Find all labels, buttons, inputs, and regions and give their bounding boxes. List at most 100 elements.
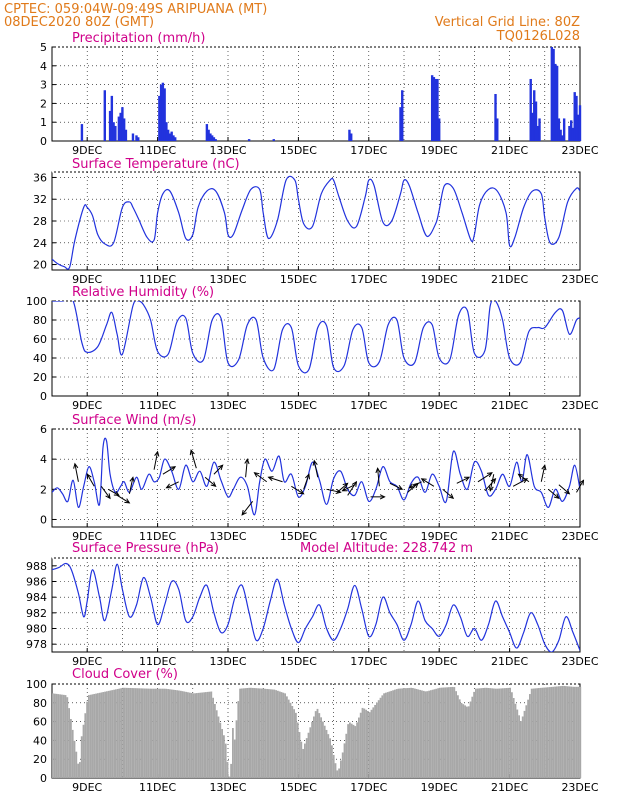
cloud-cover-xtick-label: 13DEC (209, 781, 246, 794)
cloud-bar (444, 687, 447, 778)
cloud-bar (55, 693, 58, 778)
wind-vector-head (129, 476, 135, 483)
cloud-cover-panel: 9DEC 11DEC 13DEC 15DEC 17DEC 19DEC 21DEC 23DEC 0… (26, 667, 599, 794)
cloud-bar (161, 688, 164, 778)
precip-bar (552, 48, 555, 141)
cloud-bar (95, 693, 97, 778)
temperature-xtick-label: 23DEC (561, 273, 598, 286)
cloud-bar (368, 712, 371, 778)
cloud-bar (284, 693, 286, 778)
temperature-ytick-label: 20 (33, 259, 47, 272)
cloud-bar (59, 694, 61, 778)
cloud-bar (214, 704, 216, 778)
cloud-bar (433, 689, 436, 778)
cloud-bar (370, 709, 373, 778)
humidity-ytick-label: 100 (26, 295, 47, 308)
precip-bar (438, 118, 441, 141)
precip-bar (165, 122, 168, 141)
cloud-bar (111, 690, 114, 778)
wind-vector-head (464, 476, 471, 482)
cloud-bar (91, 694, 94, 778)
cloud-bar (221, 729, 223, 778)
cloud-bar (109, 690, 112, 778)
cloud-bar (331, 745, 333, 778)
wind-vector (576, 480, 584, 493)
cloud-bar (322, 721, 324, 778)
humidity-xtick-label: 23DEC (561, 399, 598, 412)
wind-vector-head (113, 490, 120, 496)
header-grid-line: Vertical Grid Line: 80Z (435, 15, 580, 30)
cloud-bar (446, 687, 448, 778)
cloud-bar (273, 689, 276, 778)
precipitation-xtick-label: 23DEC (561, 144, 598, 157)
cloud-bar (302, 748, 304, 778)
cloud-bar (469, 701, 472, 778)
cloud-bar (115, 689, 117, 778)
wind-vector (204, 476, 216, 487)
cloud-bar (401, 688, 403, 778)
cloud-bar (68, 708, 70, 778)
cloud-bar (251, 687, 254, 778)
cloud-bar (478, 688, 481, 778)
cloud-bar (151, 688, 153, 778)
cloud-cover-ytick-label: 40 (33, 734, 47, 747)
cloud-bar (358, 717, 360, 778)
wind-vector-head (579, 479, 585, 486)
precipitation-ytick-label: 2 (40, 97, 47, 110)
panels: 9DEC 11DEC 13DEC 15DEC 17DEC 19DEC 21DEC 23DEC0… (26, 31, 599, 794)
wind-vector (547, 488, 560, 499)
pressure-xtick-label: 19DEC (421, 655, 458, 668)
cloud-bar (259, 688, 261, 778)
cloud-bar (228, 776, 231, 778)
precip-bar (570, 120, 573, 141)
cloud-bar (466, 706, 468, 778)
wind-vector (74, 463, 79, 482)
cloud-bar (482, 688, 484, 778)
cloud-bar (133, 688, 135, 778)
cloud-bar (453, 687, 456, 778)
humidity-xtick-label: 9DEC (72, 399, 102, 412)
cloud-bar (192, 693, 195, 778)
cloud-bar (62, 694, 65, 778)
cloud-bar (345, 733, 348, 778)
cloud-bar (98, 692, 101, 778)
precip-bar (103, 90, 106, 141)
pressure-ytick-label: 978 (26, 638, 47, 651)
cloud-cover-xtick-label: 9DEC (72, 781, 102, 794)
wind-vector-head (267, 476, 274, 482)
cloud-bar (77, 763, 79, 778)
wind-vector-head (86, 473, 92, 480)
cloud-bar (460, 702, 463, 778)
cloud-bar (372, 707, 375, 778)
cloud-bar (253, 688, 256, 778)
cloud-bar (127, 687, 130, 778)
cloud-bar (57, 694, 60, 778)
cloud-bar (124, 687, 126, 778)
precip-bar (170, 131, 173, 141)
cloud-bar (462, 704, 465, 778)
humidity-title: Relative Humidity (%) (72, 285, 214, 300)
cloud-bar (296, 722, 299, 778)
precipitation-xtick-label: 11DEC (139, 144, 176, 157)
wind-series-line (52, 437, 580, 516)
cloud-bar (275, 690, 277, 778)
cloud-bar (503, 688, 506, 778)
precipitation-frame (51, 46, 581, 142)
cloud-bar (498, 688, 501, 778)
cloud-bar (320, 717, 322, 778)
cloud-bar (367, 710, 369, 778)
cloud-bar (53, 693, 56, 778)
wind-vector (128, 477, 134, 494)
wind-vector-head (312, 459, 318, 466)
cloud-bar (496, 688, 499, 778)
cloud-bar (566, 686, 569, 778)
wind-vector-head (342, 482, 349, 489)
wind-vector (442, 488, 454, 499)
wind-vector (347, 481, 357, 496)
temperature-panel: 9DEC 11DEC 13DEC 15DEC 17DEC 19DEC 21DEC 23DEC 2… (33, 157, 599, 286)
cloud-bar (431, 689, 434, 778)
cloud-bar (104, 691, 106, 778)
wind-vector (518, 473, 530, 483)
cloud-bar (424, 691, 427, 778)
precipitation-panel: 9DEC 11DEC 13DEC 15DEC 17DEC 19DEC 21DEC 23DEC 0… (40, 31, 599, 157)
